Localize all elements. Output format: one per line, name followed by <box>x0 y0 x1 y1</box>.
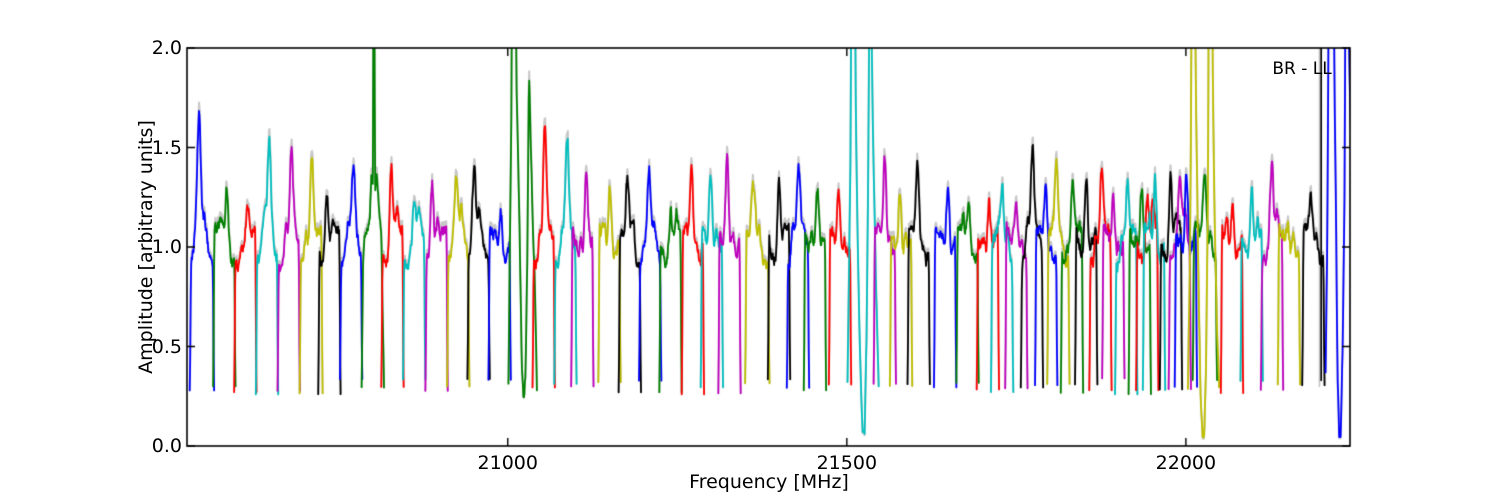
y-tick-label-0: 0.0 <box>151 435 182 457</box>
plot-annotation: BR - LL <box>1272 59 1332 79</box>
x-axis-label: Frequency [MHz] <box>689 471 849 493</box>
x-tick-label-2: 22000 <box>1155 452 1217 474</box>
x-tick-label-1: 21500 <box>816 452 878 474</box>
y-tick-label-2: 1.0 <box>151 236 182 258</box>
y-tick-label-3: 1.5 <box>151 136 182 159</box>
y-tick-label-4: 2.0 <box>151 37 182 59</box>
x-tick-label-0: 21000 <box>477 452 538 474</box>
y-tick-label-1: 0.5 <box>151 335 182 358</box>
